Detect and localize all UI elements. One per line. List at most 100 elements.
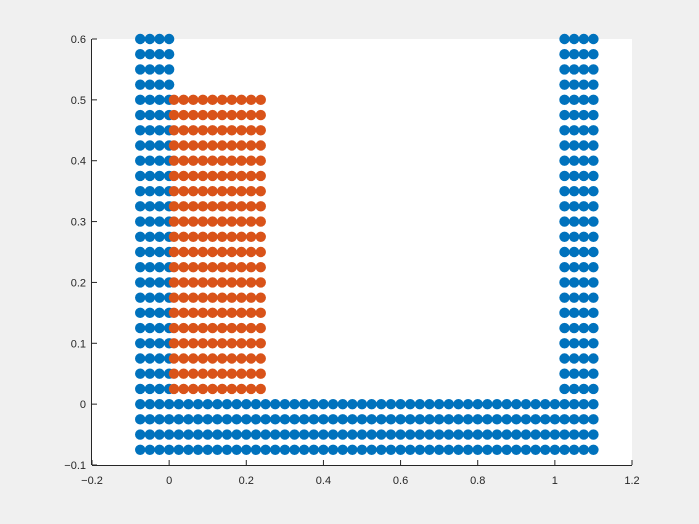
data-point bbox=[216, 125, 228, 136]
data-point bbox=[188, 140, 199, 151]
data-point bbox=[236, 201, 247, 212]
data-point bbox=[298, 414, 310, 425]
data-point bbox=[144, 353, 156, 364]
data-point bbox=[559, 307, 570, 319]
data-point bbox=[245, 109, 257, 121]
data-points bbox=[135, 33, 599, 455]
data-point bbox=[241, 398, 252, 410]
data-point bbox=[154, 398, 165, 410]
data-point bbox=[255, 216, 266, 227]
data-point bbox=[197, 231, 209, 242]
data-point bbox=[520, 444, 532, 455]
data-point bbox=[207, 368, 218, 379]
data-point bbox=[462, 429, 474, 440]
data-point bbox=[588, 383, 599, 395]
data-point bbox=[236, 155, 247, 166]
data-point bbox=[226, 262, 238, 273]
data-point bbox=[197, 201, 209, 212]
data-point bbox=[414, 444, 426, 455]
data-point bbox=[298, 429, 310, 440]
data-point bbox=[226, 292, 238, 303]
data-point bbox=[173, 444, 184, 455]
data-point bbox=[255, 383, 266, 395]
data-point bbox=[578, 170, 589, 182]
data-point bbox=[216, 292, 228, 303]
data-point bbox=[245, 231, 257, 242]
y-tick-label: −0.1 bbox=[64, 460, 86, 472]
data-point bbox=[168, 140, 180, 151]
data-point bbox=[405, 398, 416, 410]
y-tick-label: 0.2 bbox=[71, 277, 86, 289]
data-point bbox=[144, 383, 156, 395]
data-point bbox=[207, 216, 218, 227]
data-point bbox=[327, 414, 339, 425]
data-point bbox=[216, 368, 228, 379]
data-point bbox=[559, 429, 570, 440]
data-point bbox=[356, 398, 368, 410]
data-point bbox=[568, 201, 580, 212]
data-point bbox=[173, 414, 184, 425]
data-point bbox=[279, 429, 291, 440]
data-point bbox=[192, 414, 204, 425]
data-point bbox=[289, 414, 300, 425]
data-point bbox=[568, 398, 580, 410]
data-point bbox=[144, 307, 156, 319]
data-point bbox=[144, 231, 156, 242]
data-point bbox=[559, 322, 570, 334]
data-point bbox=[236, 338, 247, 349]
data-point bbox=[453, 429, 464, 440]
data-point bbox=[578, 262, 589, 273]
data-point bbox=[540, 429, 551, 440]
data-point bbox=[216, 307, 228, 319]
data-point bbox=[188, 262, 199, 273]
data-point bbox=[250, 429, 262, 440]
data-point bbox=[347, 414, 358, 425]
x-tick-label: 0 bbox=[166, 475, 172, 487]
data-point bbox=[491, 414, 503, 425]
data-point bbox=[178, 201, 189, 212]
data-point bbox=[255, 322, 266, 334]
data-point bbox=[453, 414, 464, 425]
data-point bbox=[559, 140, 570, 151]
data-point bbox=[163, 398, 175, 410]
data-point bbox=[236, 322, 247, 334]
data-point bbox=[578, 64, 589, 75]
data-point bbox=[236, 170, 247, 182]
y-tick-label: 0.4 bbox=[71, 156, 86, 168]
data-point bbox=[578, 338, 589, 349]
data-point bbox=[236, 277, 247, 288]
data-point bbox=[395, 429, 406, 440]
data-point bbox=[216, 185, 228, 197]
data-point bbox=[135, 201, 146, 212]
data-point bbox=[207, 353, 218, 364]
data-point bbox=[216, 94, 228, 106]
data-point bbox=[178, 216, 189, 227]
data-point bbox=[433, 398, 445, 410]
data-point bbox=[255, 201, 266, 212]
x-tick-label: 1.2 bbox=[624, 475, 639, 487]
data-point bbox=[588, 414, 599, 425]
data-point bbox=[414, 414, 426, 425]
data-point bbox=[255, 231, 266, 242]
data-point bbox=[135, 155, 146, 166]
data-point bbox=[578, 322, 589, 334]
x-tick-label: 1 bbox=[552, 475, 558, 487]
data-point bbox=[154, 246, 165, 258]
data-point bbox=[241, 444, 252, 455]
data-point bbox=[578, 125, 589, 136]
data-point bbox=[520, 429, 532, 440]
data-point bbox=[154, 322, 165, 334]
data-point bbox=[188, 231, 199, 242]
data-point bbox=[207, 109, 218, 121]
data-point bbox=[197, 170, 209, 182]
data-point bbox=[207, 155, 218, 166]
data-point bbox=[482, 444, 493, 455]
data-point bbox=[154, 368, 165, 379]
data-point bbox=[236, 383, 247, 395]
data-point bbox=[135, 338, 146, 349]
data-point bbox=[216, 322, 228, 334]
data-point bbox=[568, 246, 580, 258]
data-point bbox=[197, 125, 209, 136]
data-point bbox=[183, 429, 194, 440]
data-point bbox=[520, 398, 532, 410]
